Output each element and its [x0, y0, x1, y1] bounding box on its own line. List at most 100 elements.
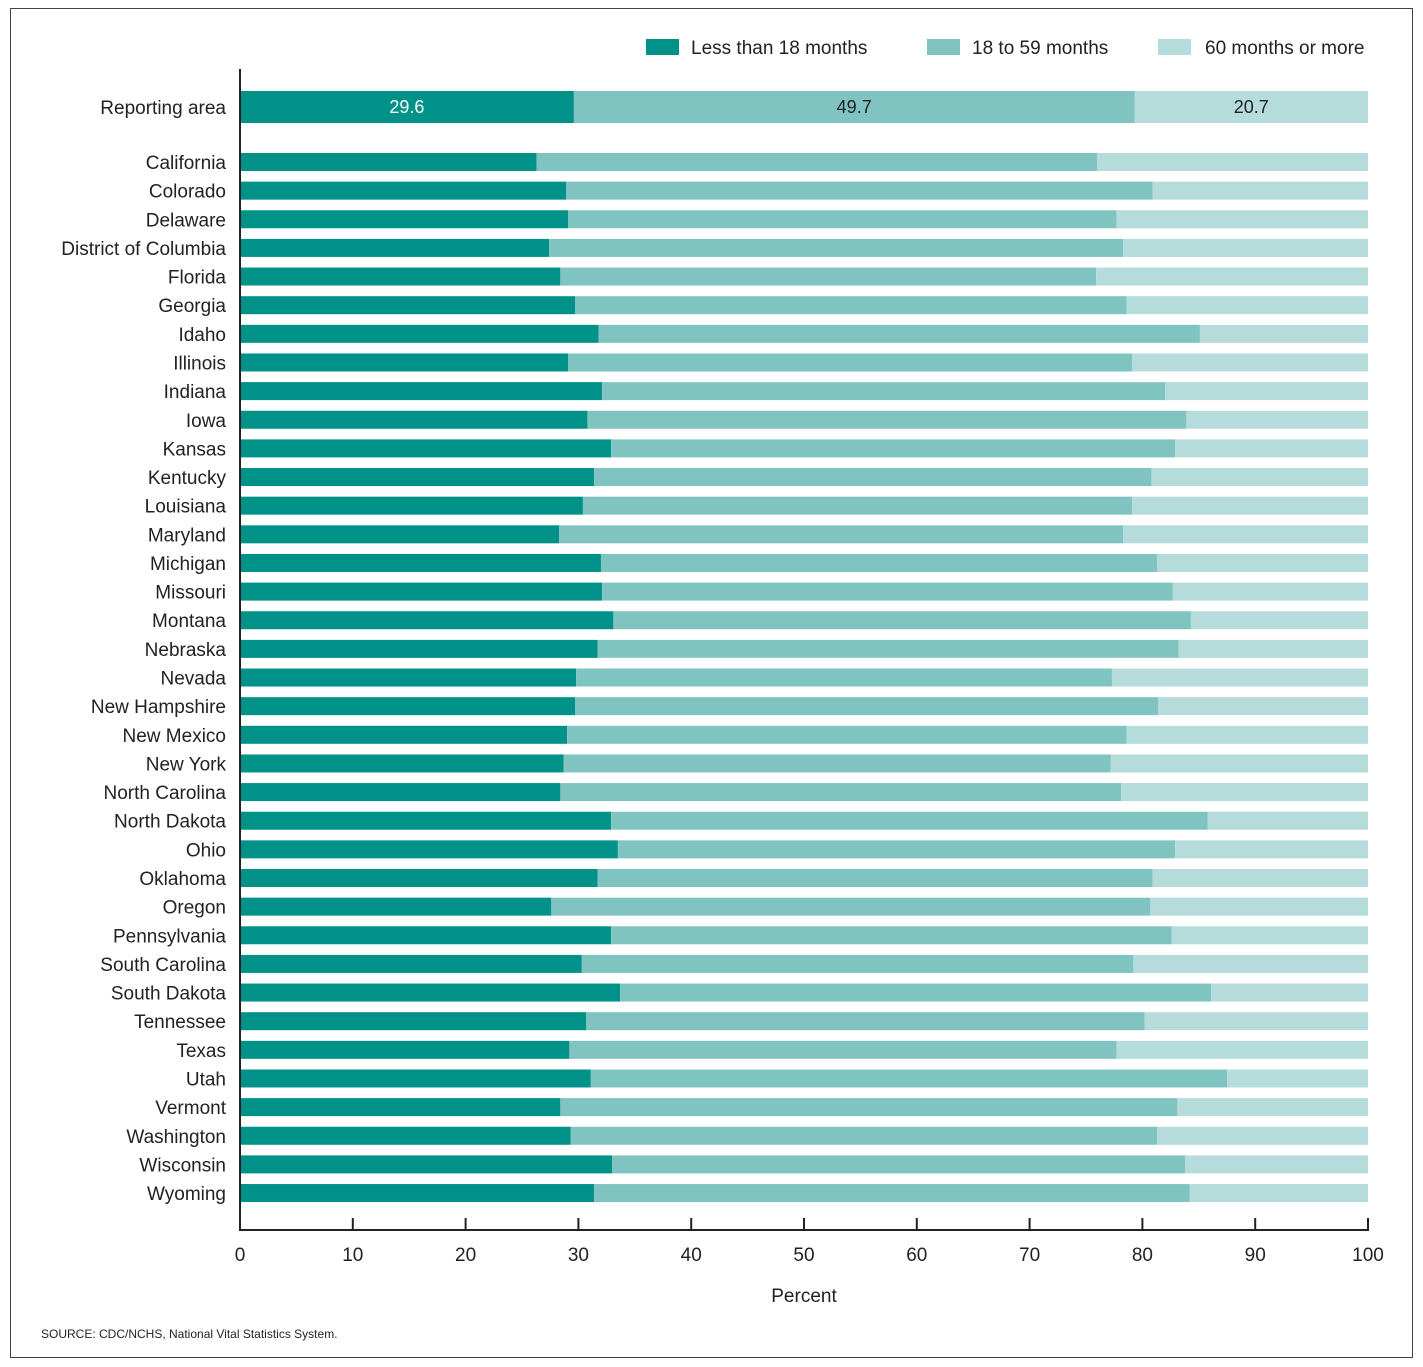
bar-segment	[1111, 668, 1368, 687]
bar-segment	[1150, 897, 1368, 916]
bar-segment	[563, 754, 1111, 773]
bar-segment	[1123, 238, 1368, 257]
x-tick-label: 20	[455, 1245, 476, 1266]
category-label: Wisconsin	[139, 1155, 226, 1176]
bar-segment	[240, 840, 618, 859]
bar-segment	[240, 639, 598, 658]
bar-segment	[1133, 954, 1368, 973]
data-label: 20.7	[1234, 97, 1269, 117]
category-label: North Dakota	[114, 812, 226, 833]
bar-segment	[240, 267, 561, 286]
category-label: Tennessee	[134, 1012, 226, 1033]
bar-segment	[560, 783, 1121, 802]
category-label: Reporting area	[100, 98, 226, 119]
bar-segment	[1185, 1155, 1368, 1174]
bar-segment	[600, 553, 1158, 572]
bar-segment	[1227, 1069, 1368, 1088]
bar-segment	[240, 668, 577, 687]
bar-segment	[1120, 783, 1368, 802]
legend-label: 60 months or more	[1205, 38, 1364, 59]
bar-segment	[590, 1069, 1227, 1088]
bar-segment	[1123, 525, 1368, 544]
bar-segment	[240, 439, 612, 458]
category-label: Utah	[186, 1069, 226, 1090]
category-label: Iowa	[186, 411, 227, 432]
bar-segment	[611, 926, 1172, 945]
bar-segment	[1175, 840, 1368, 859]
bar-segment	[569, 1040, 1117, 1059]
source-note: SOURCE: CDC/NCHS, National Vital Statist…	[41, 1327, 338, 1341]
x-tick-label: 40	[681, 1245, 702, 1266]
bar-segment	[612, 1155, 1186, 1174]
category-label: Nevada	[161, 669, 227, 690]
category-label: Delaware	[146, 210, 226, 231]
bar-segment	[240, 91, 574, 123]
category-label: South Carolina	[100, 955, 226, 976]
category-label: Indiana	[164, 382, 227, 403]
legend-label: 18 to 59 months	[972, 38, 1108, 59]
bar-segment	[1199, 324, 1368, 343]
legend-swatch	[927, 39, 960, 55]
category-label: California	[146, 153, 227, 174]
bar-segment	[551, 897, 1151, 916]
x-tick-label: 100	[1352, 1245, 1384, 1266]
bar-segment	[1157, 553, 1368, 572]
category-label: Michigan	[150, 554, 226, 575]
bar-segment	[240, 296, 576, 315]
bar-segment	[1190, 611, 1368, 630]
x-tick-label: 90	[1245, 1245, 1266, 1266]
bar-segment	[560, 1098, 1178, 1117]
data-label: 29.6	[389, 97, 424, 117]
bar-segment	[565, 181, 1153, 200]
bar-segment	[240, 382, 603, 401]
bar-segment	[598, 324, 1200, 343]
category-label: Oklahoma	[139, 869, 226, 890]
category-label: Colorado	[149, 182, 226, 203]
bar-segment	[1172, 582, 1368, 601]
bar-segment	[1158, 697, 1368, 716]
category-label: Pennsylvania	[113, 926, 226, 947]
bar-segment	[240, 324, 599, 343]
bar-segment	[1157, 1126, 1368, 1145]
bar-segment	[1189, 1184, 1368, 1203]
bar-segment	[1132, 353, 1368, 372]
bar-segment	[597, 639, 1179, 658]
category-label: Wyoming	[147, 1184, 226, 1205]
bar-segment	[240, 1155, 613, 1174]
bar-segment	[586, 1012, 1145, 1031]
bar-segment	[575, 296, 1127, 315]
bar-segment	[620, 983, 1212, 1002]
bar-segment	[1132, 496, 1368, 515]
x-tick-label: 70	[1019, 1245, 1040, 1266]
x-axis-title: Percent	[771, 1286, 837, 1307]
bar-segment	[575, 697, 1159, 716]
category-label: Vermont	[155, 1098, 226, 1119]
bar-segment	[576, 668, 1112, 687]
bar-segment	[1177, 1098, 1368, 1117]
x-tick-label: 0	[235, 1245, 246, 1266]
bar-segment	[611, 811, 1208, 830]
bar-segment	[1151, 468, 1368, 487]
bar-segment	[1211, 983, 1368, 1002]
bar-segment	[611, 439, 1176, 458]
bar-segment	[602, 382, 1165, 401]
bar-segment	[240, 210, 569, 229]
bar-segment	[240, 153, 537, 171]
bar-segment	[1171, 926, 1368, 945]
bar-segment	[1144, 1012, 1368, 1031]
bar-segment	[240, 697, 576, 716]
bar-segment	[617, 840, 1176, 859]
x-tick-label: 80	[1132, 1245, 1153, 1266]
category-label: Georgia	[158, 296, 226, 317]
category-label: Oregon	[163, 898, 226, 919]
bar-segment	[240, 238, 550, 257]
bar-segment	[240, 1012, 587, 1031]
bar-segment	[240, 525, 560, 544]
bar-segment	[240, 811, 612, 830]
bar-segment	[597, 869, 1153, 887]
bar-segment	[1134, 91, 1368, 123]
x-tick-label: 10	[342, 1245, 363, 1266]
bar-segment	[240, 1126, 571, 1145]
bar-segment	[240, 410, 588, 429]
